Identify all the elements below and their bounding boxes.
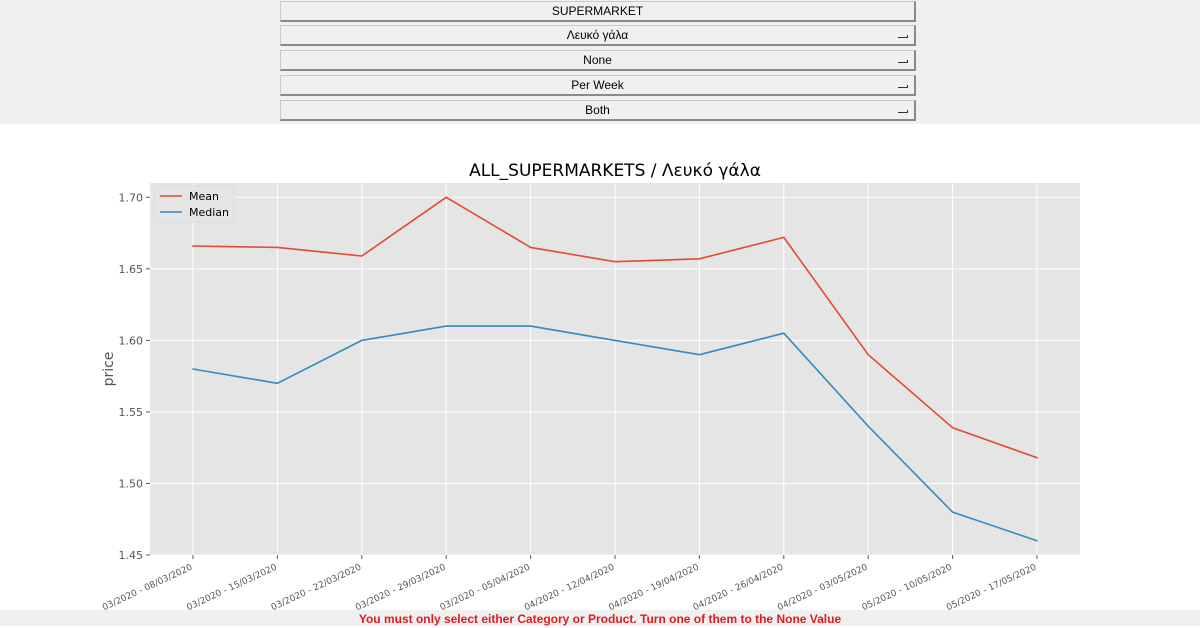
- period-dropdown-value: Per Week: [571, 78, 624, 92]
- data-point-median: [951, 511, 954, 513]
- data-point-mean: [529, 246, 532, 249]
- product-dropdown[interactable]: Λευκό γάλα: [280, 25, 916, 46]
- data-point-mean: [698, 258, 701, 260]
- data-point-mean: [361, 255, 363, 257]
- supermarket-button[interactable]: SUPERMARKET: [280, 1, 916, 22]
- data-point-median: [445, 325, 448, 327]
- x-tick-label: 04/2020 - 26/04/2020: [692, 563, 786, 610]
- data-point-median: [614, 339, 616, 342]
- x-tick-label: 03/2020 - 05/04/2020: [439, 563, 533, 610]
- x-tick-label: 04/2020 - 03/05/2020: [776, 563, 870, 610]
- data-point-mean: [783, 236, 785, 239]
- data-point-median: [867, 425, 869, 428]
- chart-title: ALL_SUPERMARKETS / Λευκό γάλα: [469, 161, 761, 181]
- legend-box: [153, 185, 235, 223]
- category-dropdown[interactable]: None: [280, 50, 916, 71]
- data-point-median: [698, 353, 701, 356]
- data-point-mean: [867, 353, 869, 356]
- y-tick-label: 1.70: [119, 191, 144, 204]
- x-tick-label: 03/2020 - 22/03/2020: [270, 563, 364, 610]
- data-point-mean: [276, 246, 279, 249]
- legend-label-median: Median: [189, 206, 229, 219]
- data-point-median: [529, 325, 532, 327]
- data-point-mean: [1036, 456, 1038, 459]
- supermarket-button-label: SUPERMARKET: [551, 4, 644, 18]
- data-point-median: [1036, 539, 1038, 542]
- dropdown-arrow-icon: [898, 60, 908, 63]
- legend-label-mean: Mean: [189, 190, 219, 203]
- data-point-median: [783, 332, 785, 335]
- status-message: You must only select either Category or …: [0, 610, 1200, 626]
- x-tick-label: 03/2020 - 29/03/2020: [354, 563, 448, 610]
- y-tick-label: 1.65: [119, 263, 144, 276]
- x-tick-label: 05/2020 - 10/05/2020: [861, 563, 955, 610]
- period-dropdown[interactable]: Per Week: [280, 75, 916, 96]
- data-point-median: [276, 382, 279, 385]
- controls-panel: SUPERMARKET Λευκό γάλα None Per Week Bot…: [0, 0, 1200, 124]
- y-tick-label: 1.45: [119, 549, 144, 562]
- statistic-dropdown-value: Both: [585, 103, 610, 117]
- dropdown-arrow-icon: [898, 35, 908, 38]
- statistic-dropdown[interactable]: Both: [280, 100, 916, 121]
- x-tick-label: 04/2020 - 19/04/2020: [607, 563, 701, 610]
- y-tick-label: 1.55: [119, 406, 144, 419]
- data-point-mean: [445, 196, 448, 199]
- dropdown-arrow-icon: [898, 110, 908, 113]
- x-tick-label: 03/2020 - 08/03/2020: [101, 563, 195, 610]
- data-point-median: [361, 339, 363, 342]
- y-axis-label: price: [101, 352, 117, 387]
- x-tick-label: 04/2020 - 12/04/2020: [523, 563, 617, 610]
- category-dropdown-value: None: [583, 53, 612, 67]
- chart-svg: 1.45 1.50 1.55 1.60 1.65 1.70 03/2020 - 08/03/…: [101, 161, 1080, 613]
- data-point-mean: [192, 245, 194, 247]
- dropdown-arrow-icon: [898, 85, 908, 88]
- data-point-mean: [614, 260, 616, 263]
- price-chart: 1.45 1.50 1.55 1.60 1.65 1.70 03/2020 - 08/03/…: [0, 150, 1200, 613]
- data-point-median: [192, 368, 194, 370]
- x-tick-label: 05/2020 - 17/05/2020: [945, 563, 1039, 610]
- product-dropdown-value: Λευκό γάλα: [566, 28, 629, 42]
- x-tick-label: 03/2020 - 15/03/2020: [185, 563, 279, 610]
- data-point-mean: [951, 426, 954, 429]
- y-tick-label: 1.60: [119, 334, 144, 347]
- y-tick-label: 1.50: [119, 477, 144, 490]
